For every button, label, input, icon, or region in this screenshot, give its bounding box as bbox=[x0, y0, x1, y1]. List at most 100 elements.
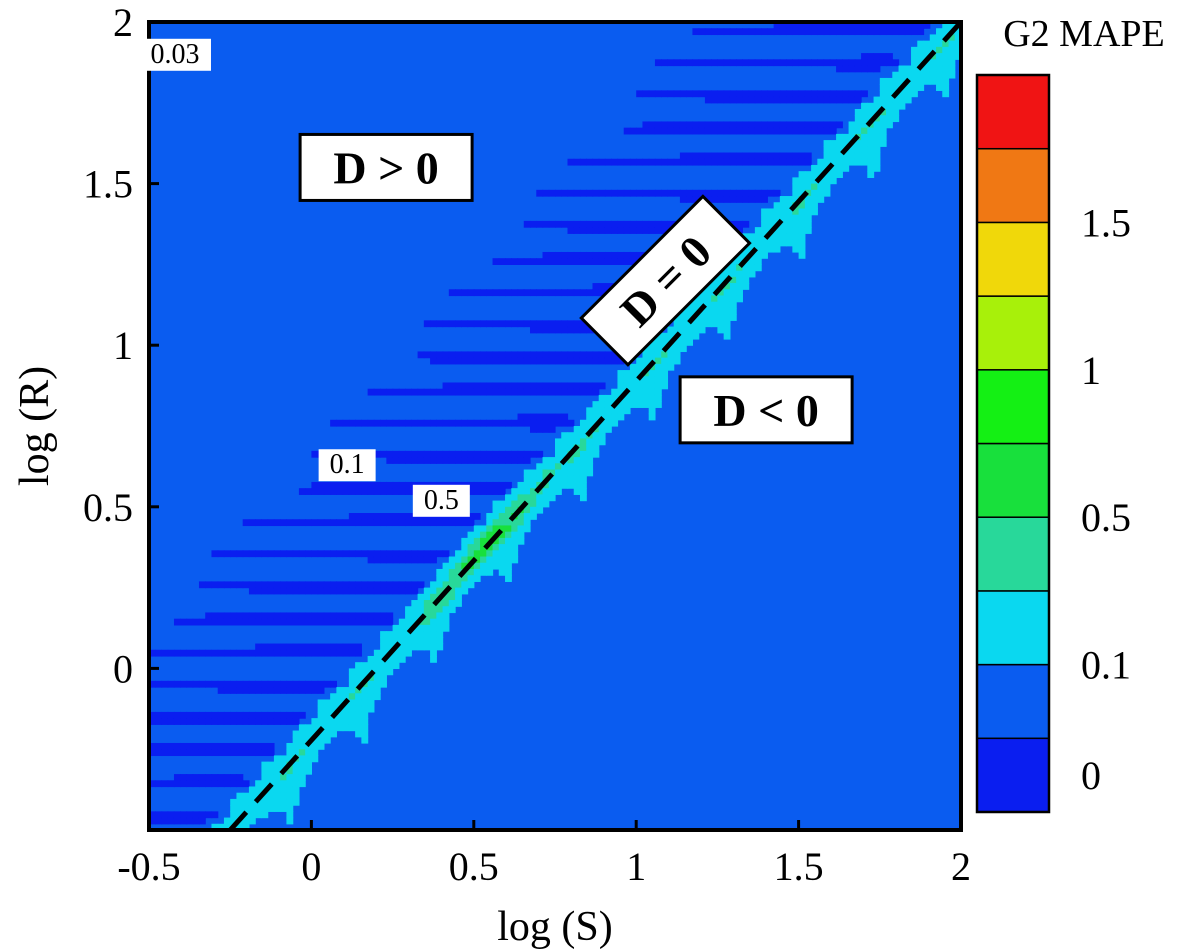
contour-cell bbox=[242, 711, 250, 719]
contour-cell bbox=[511, 488, 519, 495]
contour-cell bbox=[761, 127, 768, 135]
contour-cell bbox=[867, 133, 875, 141]
contour-cell bbox=[217, 749, 225, 757]
contour-cell bbox=[579, 469, 587, 477]
contour-cell bbox=[704, 158, 712, 166]
contour-cell bbox=[211, 823, 219, 830]
contour-cell bbox=[267, 761, 275, 769]
contour-cell bbox=[255, 618, 263, 626]
contour-cell bbox=[567, 469, 575, 477]
contour-cell bbox=[261, 687, 269, 694]
contour-cell bbox=[817, 121, 825, 129]
contour-cell bbox=[729, 28, 737, 36]
contour-cell bbox=[255, 587, 263, 595]
contour-cell bbox=[242, 805, 250, 812]
contour-cell bbox=[261, 792, 269, 800]
contour-cell bbox=[436, 587, 444, 595]
contour-cell bbox=[867, 65, 875, 73]
contour-cell bbox=[286, 687, 294, 694]
contour-cell bbox=[255, 718, 263, 725]
contour-cell bbox=[205, 811, 213, 819]
contour-cell bbox=[611, 258, 619, 265]
contour-cell bbox=[298, 488, 306, 495]
contour-cell bbox=[604, 283, 612, 290]
contour-cell bbox=[861, 109, 868, 116]
contour-cell bbox=[648, 227, 656, 234]
contour-cell bbox=[754, 121, 762, 129]
contour-cell bbox=[486, 556, 494, 564]
contour-cell bbox=[361, 724, 369, 732]
contour-cell bbox=[380, 581, 387, 589]
contour-cell bbox=[255, 687, 263, 694]
contour-cell bbox=[442, 575, 450, 582]
contour-cell bbox=[373, 481, 381, 489]
contour-cell bbox=[579, 351, 587, 359]
contour-cell bbox=[380, 481, 387, 489]
contour-cell bbox=[904, 28, 912, 36]
contour-cell bbox=[211, 774, 219, 781]
contour-cell bbox=[336, 649, 344, 657]
contour-cell bbox=[311, 724, 319, 732]
contour-cell bbox=[573, 450, 581, 458]
contour-cell bbox=[642, 394, 650, 402]
contour-cell bbox=[467, 513, 475, 520]
contour-cell bbox=[273, 786, 281, 794]
contour-cell bbox=[761, 251, 768, 259]
contour-cell bbox=[892, 77, 900, 85]
contour-cell bbox=[530, 357, 537, 365]
contour-cell bbox=[411, 457, 419, 464]
contour-cell bbox=[598, 432, 606, 440]
contour-cell bbox=[317, 687, 325, 694]
contour-cell bbox=[286, 811, 294, 819]
contour-cell bbox=[180, 718, 188, 725]
contour-cell bbox=[698, 295, 706, 303]
contour-cell bbox=[804, 214, 812, 222]
contour-cell bbox=[667, 158, 675, 166]
contour-cell bbox=[180, 774, 188, 781]
contour-cell bbox=[711, 121, 718, 129]
contour-cell bbox=[536, 506, 544, 514]
contour-cell bbox=[586, 463, 594, 471]
contour-cell bbox=[467, 450, 475, 458]
contour-cell bbox=[367, 693, 375, 701]
contour-cell bbox=[523, 488, 531, 495]
contour-cell bbox=[611, 351, 619, 359]
contour-cell bbox=[405, 481, 412, 489]
contour-cell bbox=[629, 388, 637, 396]
contour-cell bbox=[223, 774, 231, 781]
contour-cell bbox=[729, 289, 737, 297]
contour-cell bbox=[423, 593, 431, 601]
contour-cell bbox=[255, 519, 263, 527]
contour-cell bbox=[898, 102, 906, 110]
contour-cell bbox=[654, 90, 662, 98]
contour-cell bbox=[473, 357, 481, 365]
contour-cell bbox=[567, 382, 575, 390]
contour-cell bbox=[273, 792, 281, 800]
contour-label-box bbox=[412, 484, 470, 517]
contour-cell bbox=[579, 488, 587, 495]
contour-cell bbox=[773, 227, 781, 234]
contour-cell bbox=[367, 587, 375, 595]
contour-cell bbox=[311, 718, 319, 725]
contour-cell bbox=[542, 426, 550, 433]
contour-cell bbox=[711, 59, 718, 67]
contour-cell bbox=[892, 22, 900, 29]
contour-cell bbox=[198, 711, 206, 719]
contour-cell bbox=[786, 239, 793, 247]
contour-cell bbox=[523, 475, 531, 483]
contour-cell bbox=[636, 189, 644, 197]
contour-cell bbox=[661, 121, 669, 129]
contour-cell bbox=[829, 127, 837, 135]
contour-cell bbox=[261, 618, 269, 626]
contour-cell bbox=[798, 177, 806, 185]
contour-cell bbox=[236, 811, 244, 819]
contour-cell bbox=[786, 28, 793, 36]
contour-cell bbox=[336, 724, 344, 732]
contour-cell bbox=[867, 59, 875, 67]
contour-cell bbox=[692, 28, 700, 36]
contour-cell bbox=[455, 587, 462, 595]
contour-cell bbox=[936, 46, 943, 54]
contour-cell bbox=[617, 357, 625, 365]
contour-cell bbox=[873, 59, 881, 67]
contour-cell bbox=[879, 102, 887, 110]
